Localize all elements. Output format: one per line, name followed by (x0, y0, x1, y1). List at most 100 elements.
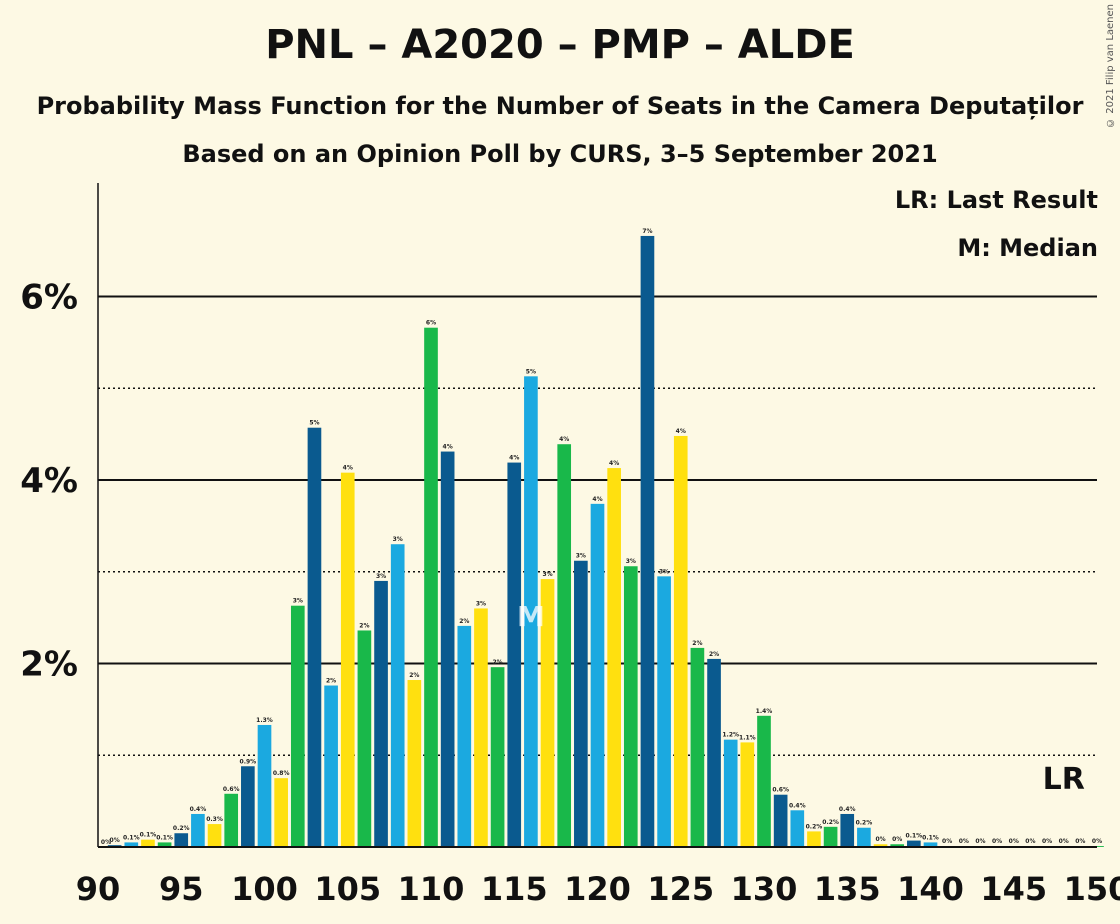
data-label-seat-110: 6% (426, 320, 436, 327)
bar-seat-127 (707, 658, 721, 847)
data-label-seat-132: 0.4% (789, 802, 806, 809)
bar-seat-103 (307, 427, 322, 847)
data-label-seat-147: 0% (1042, 838, 1052, 845)
bar-seat-125 (673, 435, 688, 847)
bar-seat-109 (407, 680, 422, 847)
data-label-seat-146: 0% (1025, 838, 1035, 845)
data-label-seat-127: 2% (709, 651, 719, 658)
data-label-seat-99: 0.9% (240, 758, 257, 765)
data-label-seat-105: 4% (343, 465, 353, 472)
x-tick-label: 100 (231, 870, 298, 908)
median-marker: M (517, 600, 545, 633)
x-tick-label: 95 (159, 870, 204, 908)
bar-seat-123 (640, 235, 655, 847)
bar-seat-137 (873, 844, 888, 847)
bar-seat-101 (274, 778, 288, 847)
x-tick-label: 130 (731, 870, 798, 908)
bar-seat-99 (241, 766, 255, 847)
data-label-seat-91: 0% (110, 837, 120, 844)
data-label-seat-103: 5% (309, 420, 319, 427)
bar-seat-95 (174, 833, 189, 847)
bar-seat-126 (690, 647, 705, 847)
bar-seat-139 (907, 840, 921, 847)
legend-median: M: Median (957, 234, 1098, 262)
bar-seat-116 (524, 376, 538, 847)
bar-seat-96 (191, 813, 205, 847)
bar-seat-106 (357, 630, 372, 847)
data-label-seat-145: 0% (1009, 838, 1019, 845)
bar-seat-112 (457, 625, 472, 847)
bar-seat-128 (723, 739, 738, 847)
bar-seat-94 (157, 842, 172, 847)
bar-seat-104 (324, 685, 338, 847)
data-label-seat-142: 0% (959, 838, 969, 845)
data-label-seat-120: 4% (592, 496, 602, 503)
bar-seat-117 (540, 579, 555, 847)
data-label-seat-144: 0% (992, 838, 1002, 845)
data-label-seat-117: 3% (542, 571, 552, 578)
bar-seat-119 (574, 560, 588, 847)
bar-seat-108 (390, 544, 405, 847)
chart-source: Based on an Opinion Poll by CURS, 3–5 Se… (182, 140, 938, 168)
bar-seat-93 (141, 839, 155, 847)
x-tick-label: 115 (481, 870, 548, 908)
data-label-seat-104: 2% (326, 678, 336, 685)
data-label-seat-111: 4% (443, 444, 453, 451)
data-label-seat-114: 2% (493, 659, 503, 666)
data-label-seat-126: 2% (692, 640, 702, 647)
data-label-seat-134: 0.2% (822, 819, 839, 826)
data-label-seat-135: 0.4% (839, 806, 856, 813)
y-tick-label: 2% (20, 645, 78, 685)
data-label-seat-136: 0.2% (856, 820, 873, 827)
x-tick-label: 120 (564, 870, 631, 908)
x-tick-label: 105 (314, 870, 381, 908)
bar-seat-124 (657, 576, 671, 847)
data-label-seat-130: 1.4% (756, 708, 773, 715)
data-label-seat-116: 5% (526, 368, 536, 375)
chart-title: PNL – A2020 – PMP – ALDE (265, 22, 855, 68)
bar-seat-92 (124, 842, 139, 847)
data-label-seat-106: 2% (359, 622, 369, 629)
data-label-seat-119: 3% (576, 553, 586, 560)
bar-seat-113 (474, 608, 488, 847)
bar-seat-131 (773, 794, 788, 847)
bar-seat-105 (340, 472, 355, 847)
bar-seat-122 (623, 566, 638, 847)
x-tick-label: 140 (897, 870, 964, 908)
data-label-seat-148: 0% (1059, 838, 1069, 845)
data-label-seat-93: 0.1% (140, 832, 157, 839)
data-label-seat-113: 3% (476, 600, 486, 607)
data-label-seat-141: 0% (942, 838, 952, 845)
data-label-seat-128: 1.2% (722, 732, 739, 739)
data-label-seat-143: 0% (975, 838, 985, 845)
x-tick-label: 145 (980, 870, 1047, 908)
bar-seat-140 (923, 842, 938, 847)
bar-seat-133 (807, 831, 821, 847)
data-label-seat-98: 0.6% (223, 786, 240, 793)
data-label-seat-139: 0.1% (906, 833, 923, 840)
data-label-seat-137: 0% (875, 836, 885, 843)
data-label-seat-118: 4% (559, 436, 569, 443)
chart-subtitle: Probability Mass Function for the Number… (36, 92, 1084, 120)
data-label-seat-95: 0.2% (173, 825, 190, 832)
bar-seat-97 (207, 824, 222, 847)
data-label-seat-138: 0% (892, 836, 902, 843)
data-label-seat-97: 0.3% (206, 816, 223, 823)
data-label-seat-102: 3% (293, 598, 303, 605)
data-label-seat-109: 2% (409, 672, 419, 679)
data-label-seat-122: 3% (626, 558, 636, 565)
bar-seat-107 (374, 580, 388, 847)
bar-seat-118 (557, 444, 572, 847)
bar-seat-130 (757, 715, 771, 847)
bar-seat-138 (890, 844, 905, 847)
data-label-seat-112: 2% (459, 618, 469, 625)
bar-seat-100 (257, 724, 272, 847)
data-label-seat-94: 0.1% (156, 834, 173, 841)
data-label-seat-101: 0.8% (273, 770, 290, 777)
bar-seat-120 (590, 503, 605, 847)
data-label-seat-90: 0% (101, 839, 111, 846)
data-label-seat-115: 4% (509, 455, 519, 462)
data-label-seat-108: 3% (393, 536, 403, 543)
data-label-seat-125: 4% (676, 428, 686, 435)
